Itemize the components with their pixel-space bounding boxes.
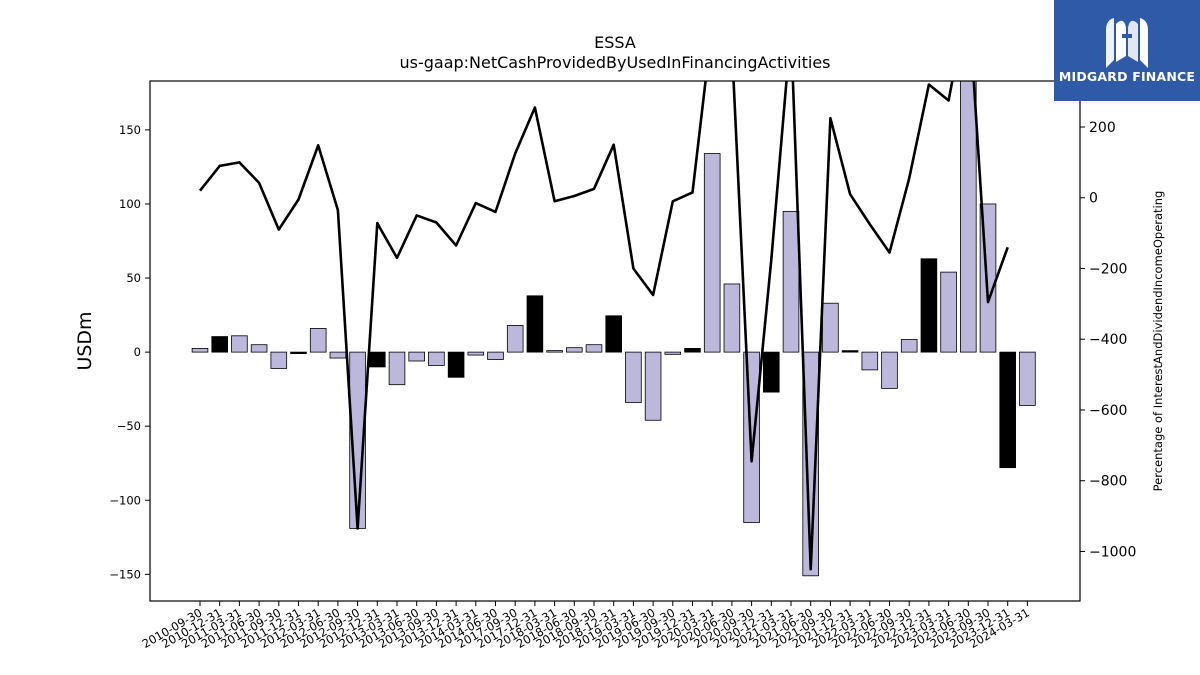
y-tick-label: −50 [117,419,141,433]
y-tick-label: −150 [109,567,141,581]
bar [585,344,603,353]
bar [940,271,957,353]
y-tick-label: −100 [109,493,141,507]
y-tick-label: 0 [134,345,141,359]
y-tick-label: 100 [119,197,141,211]
bar [625,351,642,403]
bar [290,351,307,354]
bar [703,153,721,353]
bar [408,351,425,362]
y2-tick-label: −400 [1089,332,1127,348]
bar [822,302,839,353]
plot-area: −150 −100 −50 0 50 100 150 −1000 −800 −600 −400 −20… [109,80,1136,651]
y2-axis-label: Percentage of InterestAndDividendIncomeO… [1151,191,1165,492]
bar [920,258,938,353]
bar [1019,351,1036,406]
y2-tick-label: −600 [1089,403,1127,419]
bar [250,344,268,353]
bar [861,351,879,371]
y2-tick-label: 0 [1089,191,1098,207]
bar [270,351,288,369]
bar [309,328,327,353]
bar [388,351,406,386]
y2-tick-label: −800 [1089,474,1127,490]
bar [664,351,682,355]
y-tick-label: 150 [119,123,141,137]
bar [467,351,485,356]
bar [644,351,662,421]
bar [329,351,347,359]
bar [900,339,918,353]
bar [526,295,544,353]
bar [546,350,563,353]
bar [566,347,583,353]
bar [999,351,1016,469]
bar [211,336,228,353]
bar [487,351,504,360]
y-tick-label: 50 [126,271,141,285]
bar [841,350,859,353]
chart-title: ESSA [594,33,636,52]
bar [428,351,445,366]
plot-frame [149,80,1081,602]
bar [723,283,741,353]
midgard-logo-icon [1106,18,1148,68]
y2-tick-label: −1000 [1089,544,1136,560]
bar [369,351,386,368]
bar [881,351,898,389]
bar [231,335,248,353]
brand-logo: MIDGARD FINANCE [1054,0,1200,101]
chart-subtitle: us-gaap:NetCashProvidedByUsedInFinancing… [399,53,830,72]
y2-tick-label: −200 [1089,261,1127,277]
bar [191,348,209,353]
y-axis-label: USDm [74,311,96,370]
bar [763,351,780,393]
bar [802,351,819,577]
bar [782,210,800,353]
bar [605,315,622,353]
bar [960,81,977,353]
bar [447,351,465,378]
bar [684,348,701,353]
logo-text: MIDGARD FINANCE [1058,69,1196,84]
y2-tick-label: 200 [1089,120,1116,136]
line-series [198,81,1009,571]
bar [506,325,524,353]
